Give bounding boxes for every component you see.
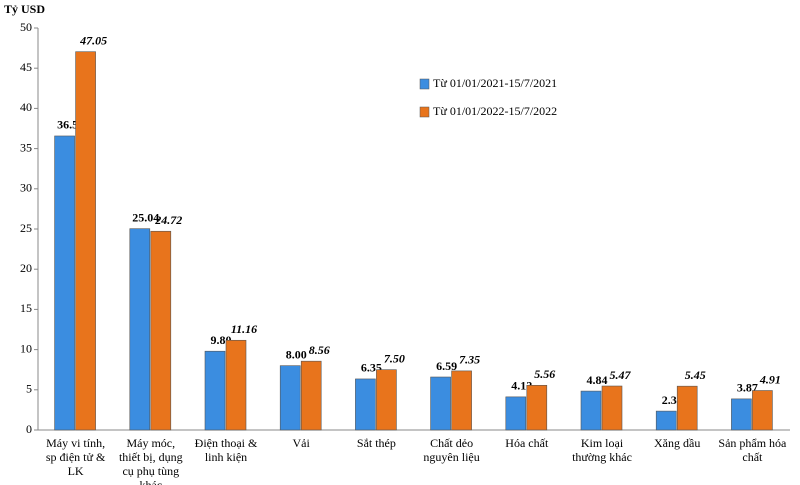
x-tick-label: Sắt thép [356,436,396,450]
value-label: 8.56 [309,343,330,357]
value-label: 4.84 [587,373,608,387]
x-tick-label: Máy vi tính, sp điện tử & LK [45,436,106,478]
x-tick-label: Kim loại thường khác [572,436,632,464]
x-tick-label: Sản phẩm hóa chất [718,436,787,464]
bar [150,230,172,431]
bar [526,384,548,431]
y-tick-label: 0 [26,422,32,436]
bar [376,369,397,431]
value-label: 6.59 [436,359,457,373]
bar [430,376,451,431]
bar [451,370,472,431]
legend-swatch [419,106,430,118]
value-label: 7.35 [459,353,480,367]
bar [204,350,226,431]
legend-label: Từ 01/01/2022-15/7/2022 [433,104,557,118]
value-label: 25.04 [132,210,159,224]
bar [75,51,96,431]
bar [355,378,376,431]
x-tick-label: Máy móc, thiết bị, dụng cụ phụ tùng khác [118,436,183,485]
bar [601,385,623,431]
legend-label: Từ 01/01/2021-15/7/2021 [433,76,557,90]
y-tick-label: 30 [20,181,32,195]
bar [676,385,698,431]
value-label: 11.16 [231,322,257,336]
bar [279,365,301,431]
bar [580,390,602,431]
value-label: 5.56 [534,367,555,381]
y-tick-label: 20 [20,261,32,275]
y-tick-label: 50 [20,20,32,34]
y-tick-label: 15 [20,301,32,315]
x-tick-label: Xăng dầu [654,436,701,450]
y-tick-label: 35 [20,140,32,154]
y-tick-label: 25 [20,221,32,235]
value-label: 4.91 [759,372,781,386]
x-tick-label: Điện thoại & linh kiện [194,436,258,464]
bar [54,135,75,431]
legend-swatch [419,78,430,90]
x-tick-label: Hóa chất [505,436,549,450]
y-axis-title: Tỷ USD [4,2,45,16]
y-tick-label: 10 [20,341,32,355]
bar [225,339,247,431]
bar [655,410,677,431]
value-label: 8.00 [286,347,307,361]
value-label: 47.05 [79,33,107,47]
y-tick-label: 45 [20,60,32,74]
x-tick-label: Vải [292,436,310,450]
bar [752,390,773,431]
value-label: 5.45 [685,368,706,382]
value-label: 7.50 [384,351,405,365]
bar [300,360,322,431]
value-label: 24.72 [154,213,182,227]
value-label: 5.47 [610,368,632,382]
bar [731,398,752,431]
y-tick-label: 5 [26,382,32,396]
bar [505,396,527,431]
bar [129,228,151,431]
x-tick-label: Chất dẻo nguyên liệu [423,436,480,464]
y-tick-label: 40 [20,100,32,114]
